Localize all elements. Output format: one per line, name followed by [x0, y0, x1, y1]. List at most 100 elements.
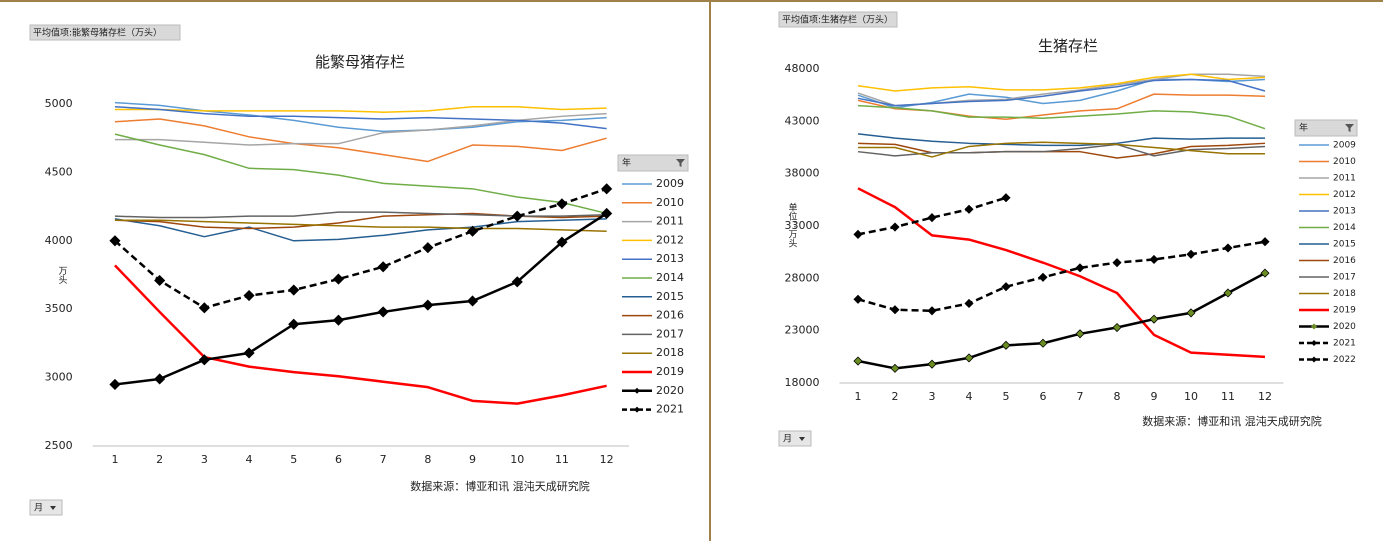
x-tick-label: 8: [1114, 390, 1121, 403]
legend-label: 2019: [1333, 306, 1356, 316]
legend-label: 2019: [656, 365, 684, 378]
x-tick-label: 8: [424, 453, 431, 466]
point-marker: [1001, 340, 1011, 350]
x-tick-label: 9: [1151, 390, 1158, 403]
y-tick-label: 28000: [785, 271, 820, 284]
y-tick-label: 3000: [45, 371, 73, 384]
legend-header[interactable]: [1294, 119, 1358, 137]
x-tick-label: 5: [1003, 390, 1010, 403]
point-marker: [332, 273, 345, 285]
legend-label: 2011: [1333, 174, 1356, 184]
point-marker: [1149, 314, 1159, 324]
legend-title: 年: [1299, 122, 1308, 134]
point-marker: [198, 302, 210, 314]
x-tick-label: 6: [335, 453, 342, 466]
legend-label: 2014: [656, 271, 684, 284]
point-marker: [377, 306, 389, 318]
month-filter-label: 月: [783, 434, 792, 445]
x-tick-label: 11: [555, 453, 569, 466]
legend-marker: [1311, 323, 1317, 330]
x-tick-label: 11: [1221, 390, 1235, 403]
legend-label: 2011: [656, 215, 684, 228]
legend-label: 2018: [656, 346, 684, 359]
legend-label: 2013: [656, 252, 684, 265]
point-marker: [1075, 263, 1085, 273]
field-button[interactable]: [29, 24, 181, 41]
point-marker: [1112, 322, 1122, 333]
point-marker: [511, 276, 523, 288]
y-tick-label: 4500: [45, 165, 73, 178]
legend-label: 2021: [656, 403, 684, 416]
point-marker: [1223, 243, 1233, 253]
legend-filter-icon[interactable]: [676, 159, 685, 167]
point-marker: [964, 353, 974, 363]
month-filter-label: 月: [34, 503, 43, 514]
point-marker: [377, 261, 389, 273]
point-marker: [1038, 272, 1048, 282]
series-line: [114, 133, 607, 215]
legend-marker: [1311, 356, 1317, 363]
y-axis-label: 单位：万头: [787, 201, 798, 248]
point-marker: [466, 225, 479, 237]
point-marker: [927, 213, 937, 223]
month-filter-button[interactable]: [778, 430, 812, 447]
series-line: [114, 187, 608, 310]
point-marker: [1038, 338, 1048, 348]
point-marker: [853, 229, 863, 239]
point-marker: [288, 284, 300, 296]
dropdown-arrow[interactable]: [50, 506, 56, 510]
point-marker: [1260, 268, 1270, 278]
series-line: [114, 112, 607, 146]
x-tick-label: 7: [1077, 390, 1084, 403]
point-marker: [556, 236, 568, 248]
point-marker: [853, 356, 863, 366]
series-line: [857, 78, 1266, 107]
point-marker: [890, 305, 900, 315]
series-line: [114, 264, 607, 405]
y-tick-label: 4000: [45, 234, 73, 247]
x-tick-label: 12: [600, 453, 614, 466]
point-marker: [964, 298, 974, 309]
x-tick-label: 10: [1184, 390, 1198, 403]
point-marker: [601, 207, 613, 220]
legend-filter-icon[interactable]: [1345, 124, 1354, 132]
series-line: [857, 104, 1266, 130]
y-tick-label: 33000: [785, 219, 820, 232]
point-marker: [288, 318, 300, 330]
point-marker: [601, 183, 613, 195]
x-tick-label: 1: [111, 453, 118, 466]
legend-label: 2013: [1333, 207, 1356, 217]
dropdown-arrow[interactable]: [799, 437, 805, 441]
legend-marker: [634, 387, 640, 394]
series-line: [114, 105, 607, 113]
chart-title: 能繁母猪存栏: [315, 53, 405, 71]
month-filter-button[interactable]: [29, 499, 63, 516]
legend-label: 2016: [1333, 256, 1356, 266]
legend-label: 2020: [656, 384, 684, 397]
series-line: [114, 212, 608, 386]
point-marker: [1149, 254, 1159, 265]
series-line: [857, 240, 1266, 313]
legend-label: 2015: [656, 290, 684, 303]
field-button[interactable]: [778, 11, 898, 28]
y-tick-label: 23000: [785, 324, 820, 337]
point-marker: [890, 363, 900, 373]
legend-label: 2016: [656, 309, 684, 322]
point-marker: [556, 198, 568, 210]
x-tick-label: 1: [855, 390, 862, 403]
point-marker: [109, 235, 121, 247]
point-marker: [1186, 249, 1196, 259]
series-line: [857, 187, 1266, 359]
x-tick-label: 7: [380, 453, 387, 466]
legend-marker: [634, 406, 640, 413]
point-marker: [109, 378, 121, 391]
legend-label: 2018: [1333, 289, 1356, 299]
legend-header[interactable]: [617, 154, 689, 172]
point-marker: [154, 373, 166, 385]
y-axis-label: 万头: [57, 266, 68, 285]
series-line: [858, 141, 1265, 158]
point-marker: [1001, 282, 1011, 292]
series-line: [114, 105, 607, 130]
point-marker: [1001, 193, 1011, 203]
